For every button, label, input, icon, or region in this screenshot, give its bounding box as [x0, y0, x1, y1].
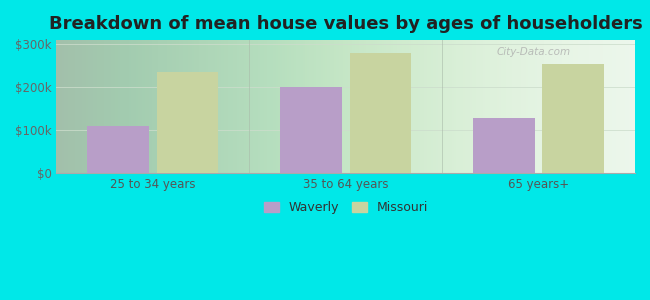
- Bar: [87, 126, 149, 173]
- Bar: [543, 64, 604, 173]
- Legend: Waverly, Missouri: Waverly, Missouri: [260, 197, 432, 218]
- Title: Breakdown of mean house values by ages of householders: Breakdown of mean house values by ages o…: [49, 15, 643, 33]
- Text: City-Data.com: City-Data.com: [496, 47, 570, 57]
- Bar: [157, 72, 218, 173]
- Bar: [473, 118, 535, 173]
- Bar: [280, 87, 342, 173]
- Bar: [350, 53, 411, 173]
